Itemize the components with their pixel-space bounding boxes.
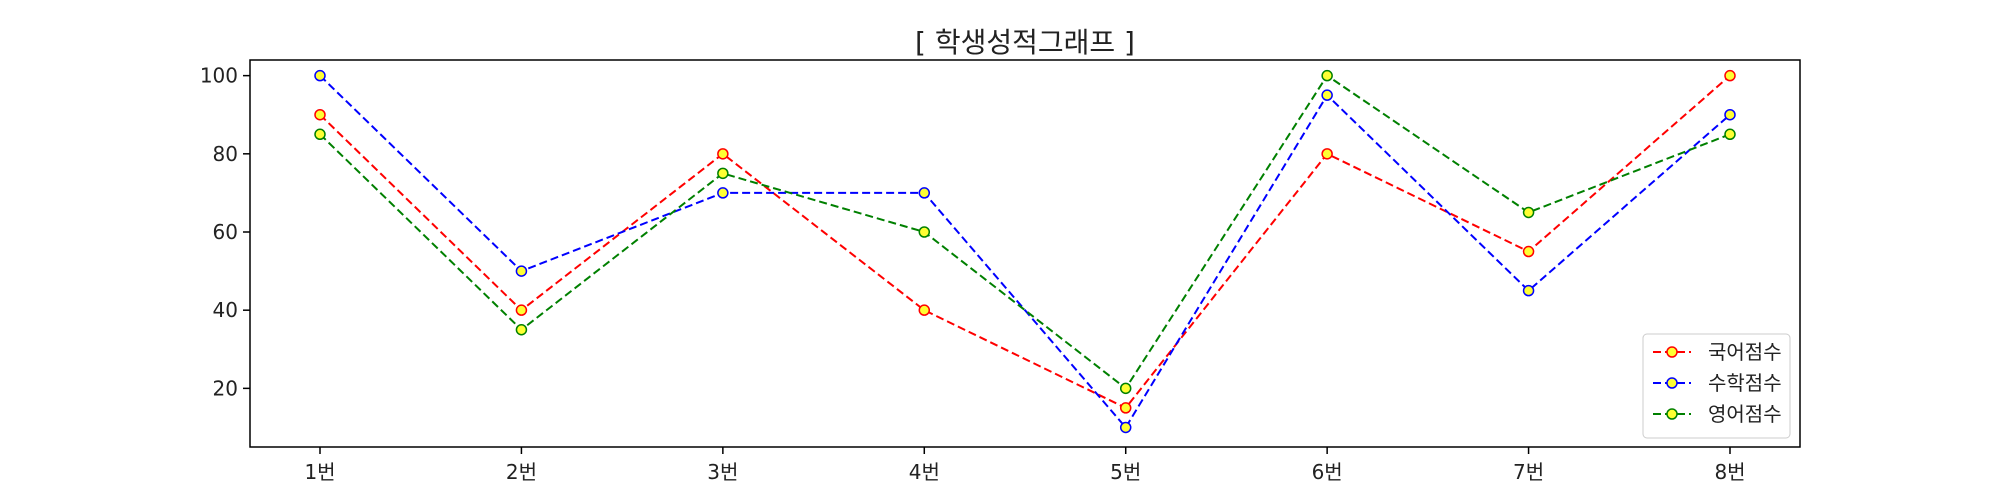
data-point (717, 187, 729, 199)
data-point (515, 304, 528, 316)
data-point (1724, 108, 1736, 121)
data-point (918, 187, 931, 199)
data-point (1724, 128, 1736, 141)
data-point (717, 167, 729, 180)
y-tick-label: 20 (213, 376, 238, 400)
data-point (515, 323, 528, 336)
legend-entry: 국어점수 (1653, 340, 1782, 364)
y-tick-label: 100 (200, 64, 238, 88)
legend-marker (1666, 346, 1678, 358)
series-line (319, 74, 1731, 410)
x-tick-label: 3번 (707, 460, 738, 484)
series-3 (314, 69, 1736, 395)
legend-marker (1666, 377, 1678, 389)
data-point (717, 148, 729, 160)
data-point (918, 226, 931, 238)
legend-marker (1666, 408, 1678, 420)
y-tick-label: 80 (213, 142, 238, 166)
data-point (918, 304, 931, 316)
x-tick-label: 8번 (1714, 460, 1745, 484)
series-1 (314, 69, 1736, 414)
data-point (1522, 284, 1535, 297)
data-point (1119, 421, 1132, 434)
x-tick-label: 7번 (1513, 460, 1544, 484)
data-point (314, 69, 326, 82)
plot-area-frame (249, 59, 1801, 448)
x-tick-label: 1번 (304, 460, 335, 484)
data-point (1321, 69, 1333, 82)
data-point (1724, 69, 1736, 82)
data-point (515, 265, 528, 277)
data-point (314, 128, 326, 141)
legend-label: 국어점수 (1708, 340, 1782, 364)
legend-entry: 영어점수 (1653, 402, 1782, 426)
legend-frame (1642, 333, 1791, 439)
x-tick-label: 2번 (506, 460, 537, 484)
legend-label: 수학점수 (1708, 371, 1782, 395)
data-point (1119, 402, 1132, 414)
x-axis: 1번 2번 3번 4번 5번 6번 7번 8번 (304, 447, 1746, 484)
data-point (1321, 148, 1333, 160)
x-tick-label: 6번 (1312, 460, 1343, 484)
y-axis: 20 40 60 80 100 (200, 64, 250, 400)
legend-entry: 수학점수 (1653, 371, 1782, 395)
data-point (1522, 206, 1535, 219)
y-tick-label: 40 (213, 298, 238, 322)
series-2 (314, 69, 1736, 434)
y-tick-label: 60 (213, 220, 238, 244)
series-line (319, 74, 1731, 390)
series-layer (314, 69, 1736, 434)
legend-label: 영어점수 (1708, 402, 1782, 426)
data-point (1522, 245, 1535, 258)
chart-title: [ 학생성적그래프 ] (915, 26, 1135, 59)
x-tick-label: 5번 (1110, 460, 1141, 484)
data-point (1119, 382, 1132, 395)
series-line (319, 74, 1731, 430)
x-tick-label: 4번 (909, 460, 940, 484)
data-point (1321, 89, 1333, 101)
data-point (314, 108, 326, 121)
